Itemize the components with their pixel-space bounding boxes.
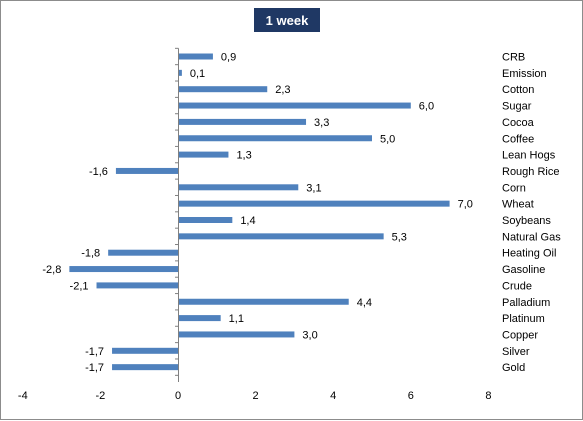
bars-group [69,53,450,371]
value-label-copper: 3,0 [302,329,317,341]
category-label-copper: Copper [502,329,538,341]
value-label-emission: 0,1 [190,68,205,80]
category-label-soybeans: Soybeans [502,215,551,227]
chart-title: 1 week [254,8,320,32]
bar-platinum [178,315,221,322]
value-label-sugar: 6,0 [419,101,434,113]
value-label-cotton: 2,3 [275,84,290,96]
category-labels-group: CRB Emission Cotton Sugar Cocoa Coffee Lean Ho… [502,52,561,375]
bar-sugar [178,102,411,109]
category-label-natural-gas: Natural Gas [502,231,561,243]
x-tick-label: -2 [96,390,106,402]
bar-heating-oil [108,249,178,256]
bar-emission [178,69,182,76]
value-label-corn: 3,1 [306,182,321,194]
x-tick-label: 4 [330,390,336,402]
bar-palladium [178,298,349,305]
value-label-soybeans: 1,4 [240,215,255,227]
x-tick-label: 8 [485,390,491,402]
value-label-rough-rice: -1,6 [89,166,108,178]
bar-silver [112,347,178,354]
bar-cotton [178,86,268,93]
bar-natural-gas [178,233,384,240]
bar-wheat [178,200,450,207]
value-label-lean-hogs: 1,3 [236,150,251,162]
bar-gasoline [69,266,178,273]
value-label-wheat: 7,0 [458,199,473,211]
category-label-corn: Corn [502,182,526,194]
category-label-palladium: Palladium [502,297,550,309]
x-tick-label: 0 [175,390,181,402]
category-label-gasoline: Gasoline [502,264,545,276]
value-label-silver: -1,7 [85,346,104,358]
value-labels-group: 0,9 0,1 2,3 6,0 3,3 5,0 1,3 -1,6 3,1 7,0 1,4 5,3 -1,… [42,52,473,375]
bar-lean-hogs [178,151,229,158]
category-label-cocoa: Cocoa [502,117,535,129]
bar-copper [178,331,295,338]
category-label-emission: Emission [502,68,547,80]
value-label-palladium: 4,4 [357,297,372,309]
category-label-crb: CRB [502,52,525,64]
bar-cocoa [178,118,307,125]
bar-rough-rice [115,167,178,174]
bar-corn [178,184,299,191]
axis-group: -4 -2 0 2 4 6 8 [18,47,491,402]
category-label-wheat: Wheat [502,199,534,211]
category-label-platinum: Platinum [502,313,545,325]
bar-crude [96,282,178,289]
bar-gold [112,364,178,371]
x-tick-label: -4 [18,390,28,402]
bar-crb [178,53,213,60]
value-label-heating-oil: -1,8 [81,248,100,260]
category-label-rough-rice: Rough Rice [502,166,559,178]
value-label-coffee: 5,0 [380,133,395,145]
bar-soybeans [178,217,233,223]
value-label-gasoline: -2,8 [42,264,61,276]
category-label-cotton: Cotton [502,84,534,96]
value-label-natural-gas: 5,3 [392,231,407,243]
value-label-gold: -1,7 [85,362,104,374]
category-label-sugar: Sugar [502,101,532,113]
category-label-silver: Silver [502,346,530,358]
category-label-crude: Crude [502,280,532,292]
value-label-crude: -2,1 [70,280,89,292]
category-label-heating-oil: Heating Oil [502,248,556,260]
value-label-crb: 0,9 [221,52,236,64]
value-label-platinum: 1,1 [229,313,244,325]
x-tick-label: 2 [253,390,259,402]
category-label-gold: Gold [502,362,525,374]
category-label-lean-hogs: Lean Hogs [502,150,556,162]
x-tick-label: 6 [408,390,414,402]
category-label-coffee: Coffee [502,133,534,145]
value-label-cocoa: 3,3 [314,117,329,129]
bar-coffee [178,135,372,142]
